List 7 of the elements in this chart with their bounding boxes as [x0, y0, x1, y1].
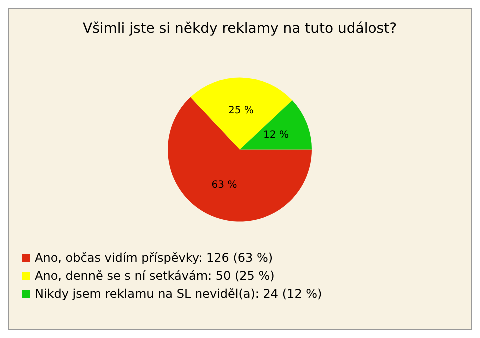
legend-label: Ano, denně se s ní setkávám: 50 (25 %) [35, 269, 275, 283]
chart-title: Všimli jste si někdy reklamy na tuto událost? [82, 21, 398, 37]
data-label: 12 % [264, 130, 289, 141]
legend-label: Nikdy jsem reklamu na SL neviděl(a): 24 (12 %) [35, 287, 322, 301]
data-label: 25 % [228, 105, 254, 116]
legend-label: Ano, občas vidím příspěvky: 126 (63 %) [35, 251, 274, 265]
data-label: 63 % [212, 180, 238, 192]
